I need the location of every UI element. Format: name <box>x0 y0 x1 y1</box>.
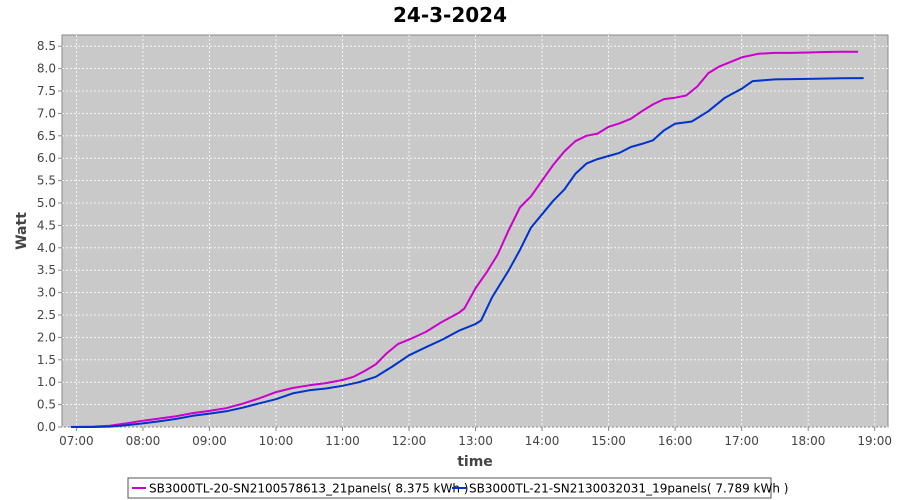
x-tick-label: 10:00 <box>259 434 294 448</box>
legend-box <box>127 477 772 499</box>
legend-label-series-1: SB3000TL-20-SN2100578613_21panels( 8.375… <box>149 482 468 496</box>
x-axis: 07:00 08:00 09:00 10:00 11:00 12:00 13:00 14:00… <box>59 427 892 448</box>
y-tick-label: 5.5 <box>37 174 56 188</box>
y-tick-label: 7.5 <box>37 84 56 98</box>
y-tick-label: 6.0 <box>37 151 56 165</box>
x-tick-label: 14:00 <box>525 434 560 448</box>
x-tick-label: 08:00 <box>126 434 161 448</box>
y-tick-label: 6.5 <box>37 129 56 143</box>
x-tick-label: 19:00 <box>857 434 892 448</box>
chart-title: 24-3-2024 <box>393 3 507 27</box>
x-tick-label: 15:00 <box>591 434 626 448</box>
y-tick-label: 1.0 <box>37 375 56 389</box>
x-tick-label: 11:00 <box>325 434 360 448</box>
legend-label-series-2: SB3000TL-21-SN2130032031_19panels( 7.789… <box>469 482 788 496</box>
plot-area <box>61 34 889 428</box>
y-tick-label: 2.0 <box>37 330 56 344</box>
x-tick-label: 18:00 <box>791 434 826 448</box>
y-tick-label: 0.5 <box>37 398 56 412</box>
y-tick-label: 4.5 <box>37 218 56 232</box>
x-tick-label: 13:00 <box>458 434 493 448</box>
y-tick-label: 1.5 <box>37 353 56 367</box>
x-axis-label: time <box>457 454 493 470</box>
series-line-1 <box>70 50 859 428</box>
y-tick-label: 4.0 <box>37 241 56 255</box>
y-tick-label: 3.5 <box>37 263 56 277</box>
x-tick-label: 16:00 <box>658 434 693 448</box>
x-tick-label: 17:00 <box>724 434 759 448</box>
y-tick-label: 5.0 <box>37 196 56 210</box>
legend: SB3000TL-20-SN2100578613_21panels( 8.375… <box>127 477 788 499</box>
x-tick-label: 07:00 <box>59 434 94 448</box>
y-tick-label: 8.5 <box>37 39 56 53</box>
y-tick-label: 2.5 <box>37 308 56 322</box>
y-tick-label: 0.0 <box>37 420 56 434</box>
y-tick-label: 3.0 <box>37 286 56 300</box>
x-tick-label: 12:00 <box>392 434 427 448</box>
grid-lines <box>62 35 888 428</box>
y-axis-label: Watt <box>14 212 30 250</box>
series-line-2 <box>70 77 864 428</box>
y-tick-label: 7.0 <box>37 106 56 120</box>
y-axis: 0.0 0.5 1.0 1.5 2.0 2.5 3.0 3.5 4.0 4.5 5.0 5.5 6.0 6… <box>37 39 62 434</box>
x-tick-label: 09:00 <box>192 434 227 448</box>
y-tick-label: 8.0 <box>37 62 56 76</box>
series-lines <box>70 50 864 428</box>
